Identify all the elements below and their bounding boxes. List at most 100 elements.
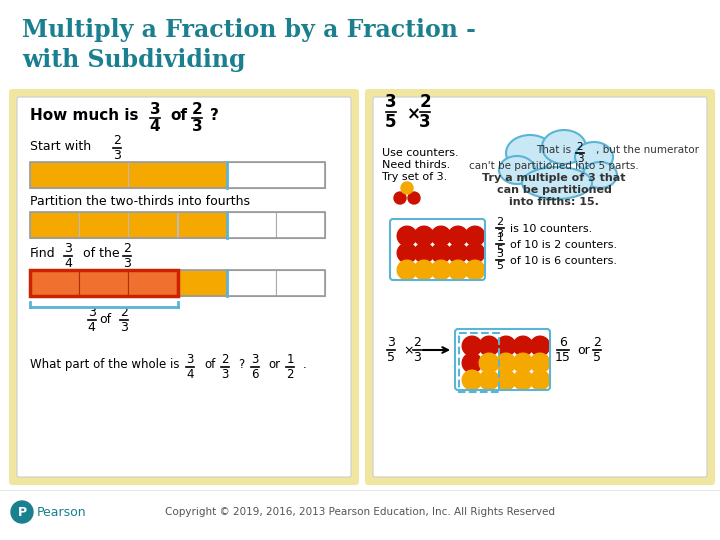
Text: P: P xyxy=(17,505,27,518)
Text: 3: 3 xyxy=(577,154,583,164)
Text: Multiply a Fraction by a Fraction -: Multiply a Fraction by a Fraction - xyxy=(22,18,476,42)
Text: 3: 3 xyxy=(64,242,72,255)
Bar xyxy=(79,212,128,238)
Text: into fifths: 15.: into fifths: 15. xyxy=(509,197,599,207)
Text: .: . xyxy=(303,358,307,371)
Bar xyxy=(0,490,720,540)
Text: of 10 is 6 counters.: of 10 is 6 counters. xyxy=(510,256,617,266)
Text: 15: 15 xyxy=(555,351,571,364)
Text: 3: 3 xyxy=(123,257,131,270)
Bar xyxy=(227,162,325,188)
Text: Partition the two-thirds into fourths: Partition the two-thirds into fourths xyxy=(30,195,250,208)
Text: 2: 2 xyxy=(419,93,431,111)
Text: can be partitioned: can be partitioned xyxy=(497,185,611,195)
Bar xyxy=(30,270,178,296)
Bar xyxy=(30,212,325,238)
Text: ?: ? xyxy=(210,108,219,123)
Text: or: or xyxy=(268,358,280,371)
Circle shape xyxy=(431,260,451,280)
Text: How much is: How much is xyxy=(30,108,138,123)
Bar xyxy=(30,270,79,296)
Text: 3: 3 xyxy=(497,249,503,259)
Text: Try set of 3.: Try set of 3. xyxy=(382,172,447,182)
Text: 5: 5 xyxy=(593,351,601,364)
Text: 3: 3 xyxy=(387,336,395,349)
Text: Copyright © 2019, 2016, 2013 Pearson Education, Inc. All Rights Reserved: Copyright © 2019, 2016, 2013 Pearson Edu… xyxy=(165,507,555,517)
Text: 3: 3 xyxy=(150,102,161,117)
Circle shape xyxy=(431,243,451,263)
Bar xyxy=(227,270,276,296)
Text: ?: ? xyxy=(238,358,244,371)
Text: 5: 5 xyxy=(385,113,397,131)
Bar xyxy=(128,270,178,296)
Circle shape xyxy=(530,336,550,356)
Circle shape xyxy=(496,336,516,356)
Bar xyxy=(227,212,276,238)
Text: 6: 6 xyxy=(251,368,258,381)
Bar xyxy=(79,270,128,296)
Ellipse shape xyxy=(522,167,592,199)
Text: 2: 2 xyxy=(413,336,421,349)
Text: 3: 3 xyxy=(221,368,229,381)
Text: 2: 2 xyxy=(577,142,583,152)
Text: 2: 2 xyxy=(593,336,601,349)
Text: 3: 3 xyxy=(113,149,121,162)
Text: 3: 3 xyxy=(192,119,202,134)
Text: 4: 4 xyxy=(186,368,194,381)
Text: 2: 2 xyxy=(123,242,131,255)
Text: Find: Find xyxy=(30,247,55,260)
Circle shape xyxy=(431,226,451,246)
Circle shape xyxy=(513,353,533,373)
Text: 3: 3 xyxy=(385,93,397,111)
Circle shape xyxy=(462,370,482,390)
Text: 3: 3 xyxy=(419,113,431,131)
Text: of: of xyxy=(99,313,112,326)
Text: 2: 2 xyxy=(287,368,294,381)
Text: 2: 2 xyxy=(120,306,127,319)
Circle shape xyxy=(11,501,33,523)
FancyBboxPatch shape xyxy=(9,89,359,485)
Text: with Subdividing: with Subdividing xyxy=(22,48,246,72)
Bar xyxy=(30,162,325,188)
Text: 1: 1 xyxy=(497,233,503,243)
Circle shape xyxy=(401,182,413,194)
Text: 2: 2 xyxy=(192,102,202,117)
Text: 5: 5 xyxy=(497,245,503,255)
Text: is 10 counters.: is 10 counters. xyxy=(510,224,593,234)
Circle shape xyxy=(414,243,433,263)
Text: can't be partitioned into 5 parts.: can't be partitioned into 5 parts. xyxy=(469,161,639,171)
FancyBboxPatch shape xyxy=(373,97,707,477)
FancyBboxPatch shape xyxy=(365,89,715,485)
Circle shape xyxy=(397,260,417,280)
Circle shape xyxy=(465,260,485,280)
Circle shape xyxy=(496,353,516,373)
Circle shape xyxy=(530,353,550,373)
Bar xyxy=(459,333,499,392)
Bar xyxy=(128,212,178,238)
Circle shape xyxy=(480,336,499,356)
Circle shape xyxy=(513,336,533,356)
Text: , but the numerator: , but the numerator xyxy=(596,145,699,155)
Bar xyxy=(178,212,227,238)
Text: 3: 3 xyxy=(88,306,96,319)
Bar xyxy=(128,162,227,188)
Circle shape xyxy=(513,370,533,390)
Circle shape xyxy=(397,226,417,246)
Circle shape xyxy=(480,370,499,390)
Circle shape xyxy=(462,353,482,373)
Circle shape xyxy=(448,226,468,246)
Text: 6: 6 xyxy=(559,336,567,349)
Text: 4: 4 xyxy=(88,321,96,334)
Text: 5: 5 xyxy=(387,351,395,364)
Text: Pearson: Pearson xyxy=(37,505,86,518)
Text: ×: × xyxy=(403,344,413,357)
Circle shape xyxy=(414,260,433,280)
Bar xyxy=(276,270,325,296)
Text: 1: 1 xyxy=(287,353,294,366)
Text: or: or xyxy=(577,344,590,357)
Text: of: of xyxy=(204,358,215,371)
Text: 2: 2 xyxy=(221,353,229,366)
Text: 4: 4 xyxy=(64,257,72,270)
Bar xyxy=(30,162,128,188)
Ellipse shape xyxy=(499,156,535,184)
